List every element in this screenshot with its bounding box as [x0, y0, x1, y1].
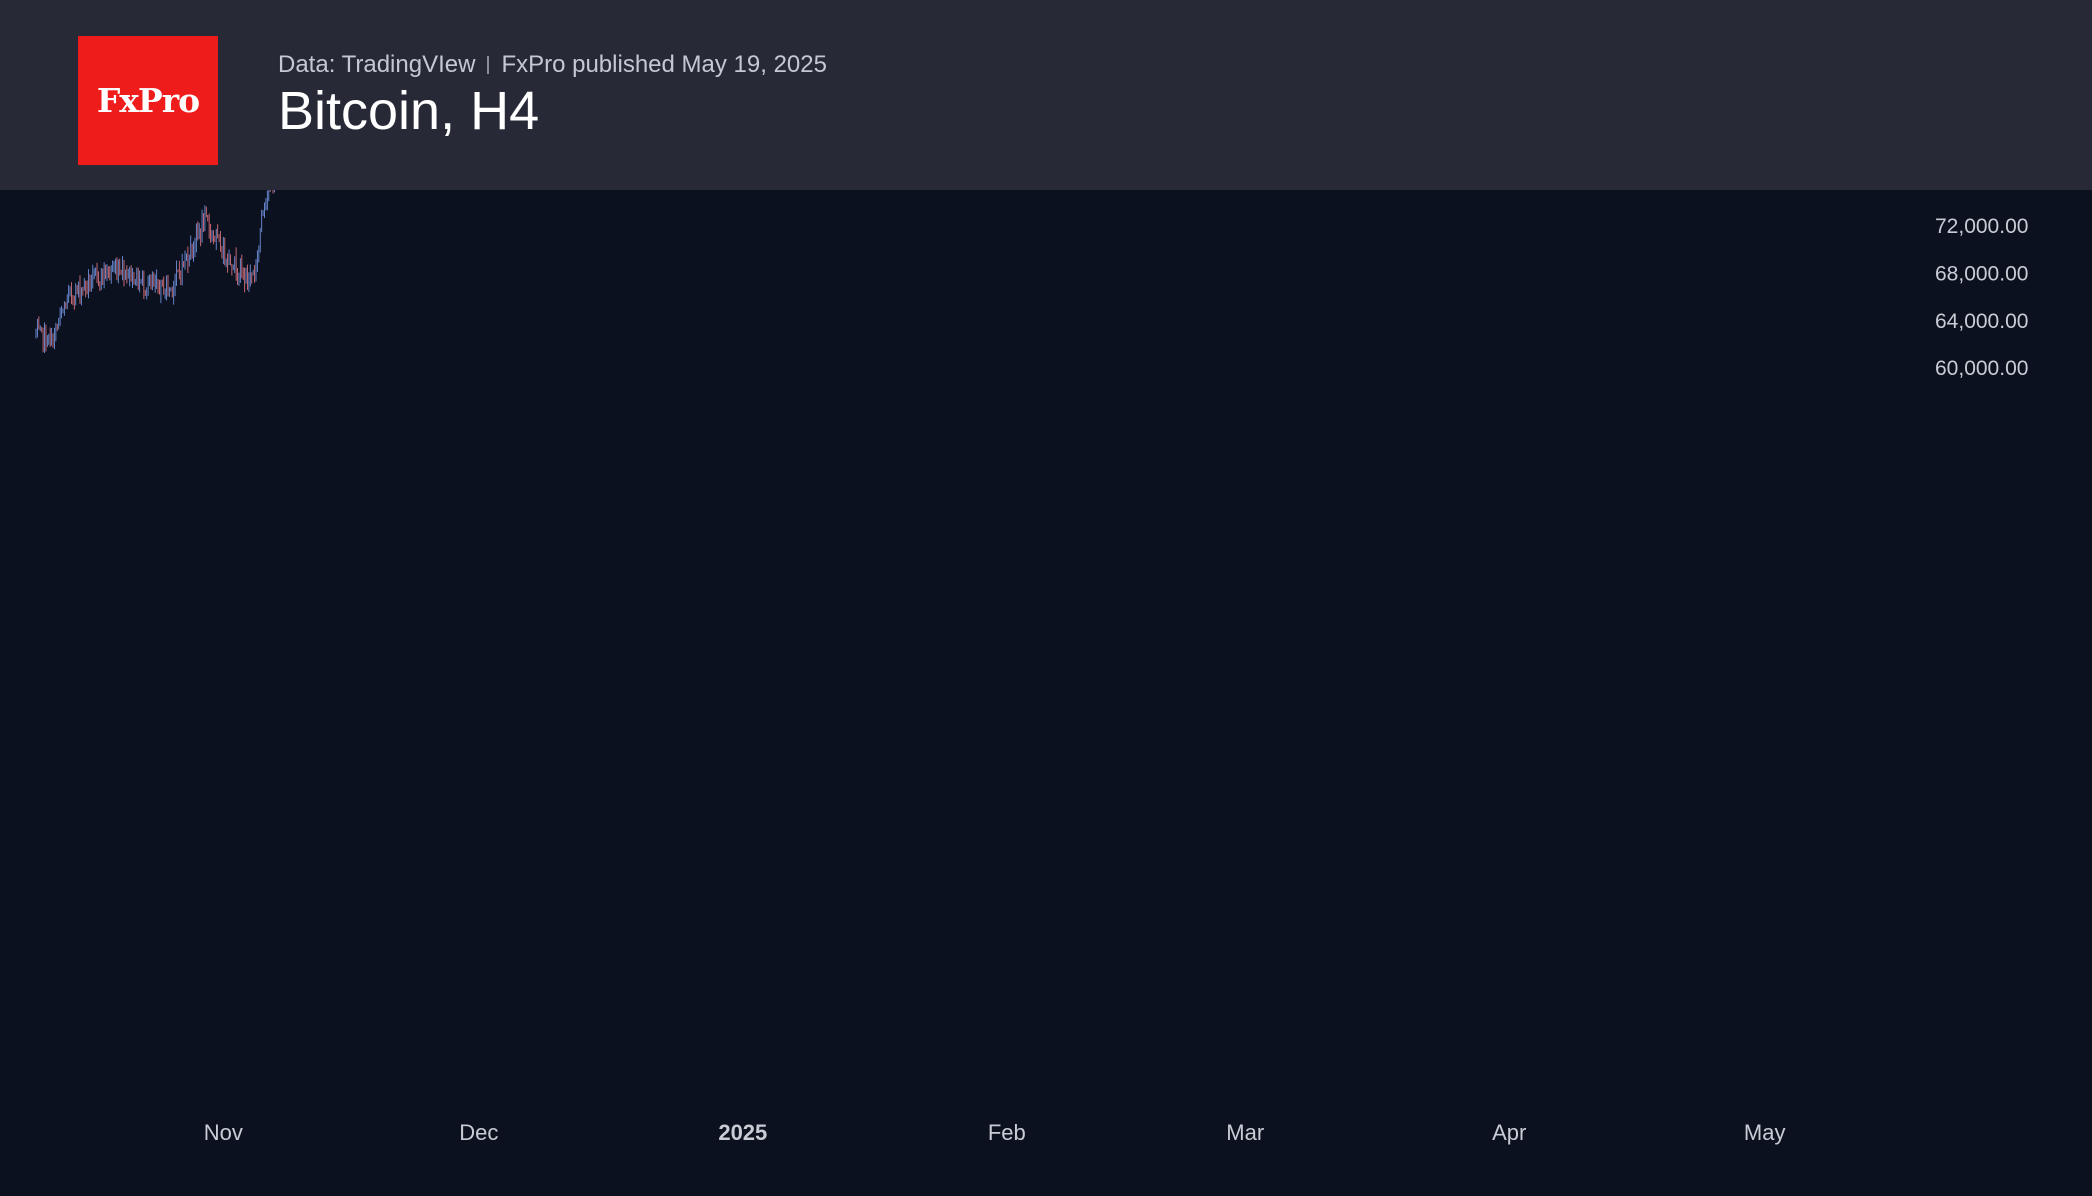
time-axis: Nov Dec 2025 Feb Mar Apr May [204, 1120, 1786, 1145]
price-tick-label: 64,000.00 [1935, 310, 2028, 333]
header-bar: FxPro Data: TradingVIew FxPro published … [0, 0, 2092, 190]
time-tick-label: May [1744, 1120, 1786, 1145]
time-tick-label: Dec [459, 1120, 498, 1145]
price-tick-label: 68,000.00 [1935, 263, 2028, 286]
time-tick-label: Apr [1492, 1120, 1526, 1145]
time-tick-label: Nov [204, 1120, 243, 1145]
fxpro-logo: FxPro [78, 36, 218, 165]
price-axis: 112,000.00108,000.00104,000.00100,000.00… [1935, 190, 2028, 380]
price-tick-label: 60,000.00 [1935, 357, 2028, 380]
candles [35, 190, 275, 354]
time-tick-label: Mar [1226, 1120, 1264, 1145]
separator [487, 56, 490, 74]
chart-meta: Data: TradingVIew FxPro published May 19… [278, 48, 827, 82]
price-chart[interactable]: 112,000.00108,000.00104,000.00100,000.00… [0, 190, 2092, 1196]
price-tick-label: 72,000.00 [1935, 215, 2028, 238]
logo-text: FxPro [96, 81, 200, 120]
chart-title: Bitcoin, H4 [278, 81, 540, 141]
data-source: Data: TradingVIew [278, 51, 476, 78]
time-tick-label: 2025 [718, 1120, 767, 1145]
time-tick-label: Feb [988, 1120, 1026, 1145]
publisher-note: FxPro published May 19, 2025 [501, 51, 827, 78]
price-tick-label: 76,000.00 [1935, 190, 2028, 191]
